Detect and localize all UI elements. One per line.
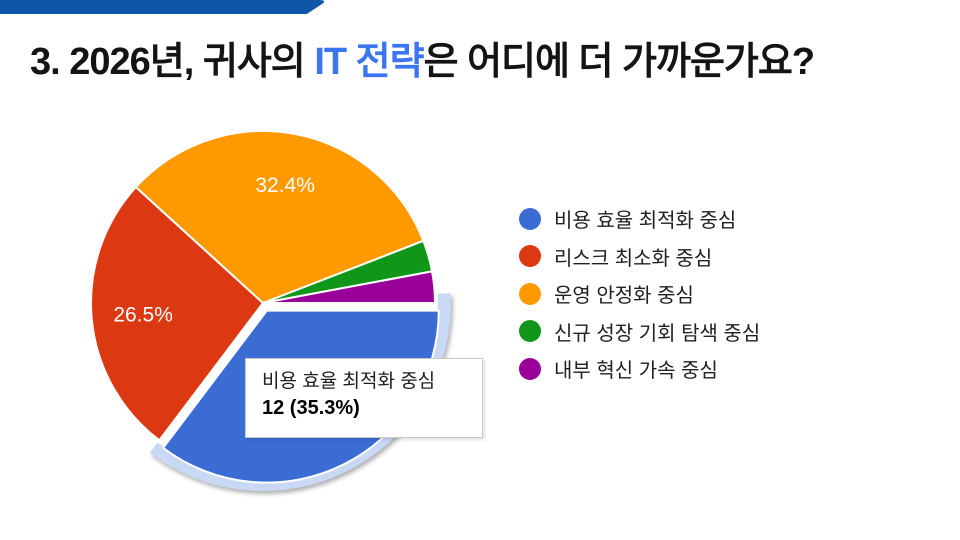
pie-slice-2[interactable] (134, 130, 425, 304)
pie-slice-1[interactable] (90, 186, 264, 442)
chart-tooltip: 비용 효율 최적화 중심 12 (35.3%) (245, 358, 483, 438)
legend-label: 비용 효율 최적화 중심 (554, 210, 737, 232)
title-highlight: IT 전략 (314, 41, 424, 83)
legend-dot-icon (519, 357, 541, 380)
legend-dot-icon (519, 282, 541, 305)
legend-label: 내부 혁신 가속 중심 (554, 360, 718, 382)
slice-label-1: 26.5% (113, 303, 173, 326)
slice-label-2: 32.4% (255, 174, 315, 197)
legend-item-2: 운영 안정화 중심 (519, 282, 760, 307)
page-title: 3. 2026년, 귀사의 IT 전략은 어디에 더 가까운가요? (30, 30, 930, 85)
legend-item-4: 내부 혁신 가속 중심 (519, 357, 760, 382)
tooltip-value: 12 (35.3%) (262, 397, 360, 419)
legend-item-0: 비용 효율 최적화 중심 (519, 207, 760, 232)
tooltip-category: 비용 효율 최적화 중심 (262, 371, 436, 392)
title-text-right: 은 어디에 더 가까운가요? (423, 41, 815, 83)
legend-dot-icon (519, 245, 541, 267)
legend-item-3: 신규 성장 기회 탐색 중심 (519, 320, 761, 345)
legend-dot-icon (519, 320, 541, 342)
header-accent-bar (0, 0, 325, 14)
legend-dot-icon (519, 207, 541, 230)
title-text-left: 3. 2026년, 귀사의 (30, 41, 315, 83)
legend-label: 신규 성장 기회 탐색 중심 (554, 322, 761, 345)
pie-slice-4[interactable] (262, 270, 436, 304)
legend-item-1: 리스크 최소화 중심 (519, 245, 760, 270)
legend-label: 운영 안정화 중심 (554, 285, 694, 307)
legend-label: 리스크 최소화 중심 (554, 247, 713, 270)
